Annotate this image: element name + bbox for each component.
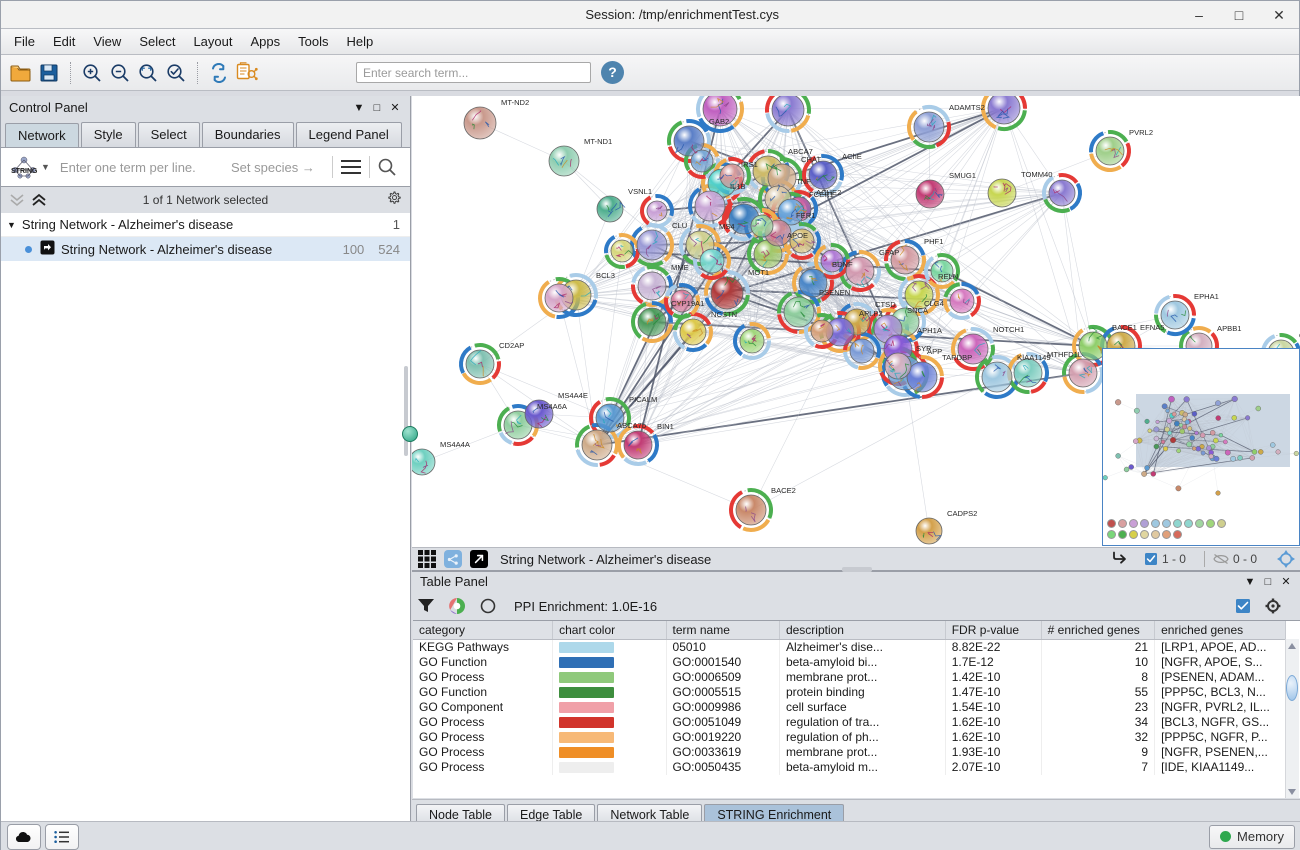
- svg-text:CD2AP: CD2AP: [499, 341, 524, 350]
- svg-text:FCER1: FCER1: [809, 190, 834, 199]
- svg-text:STRING: STRING: [11, 168, 38, 175]
- svg-text:ABCA7b: ABCA7b: [617, 421, 646, 430]
- svg-text:CHAT: CHAT: [801, 155, 821, 164]
- svg-text:MOT1: MOT1: [748, 268, 769, 277]
- svg-text:PSENEN: PSENEN: [819, 288, 850, 297]
- svg-text:SMUG1: SMUG1: [949, 171, 976, 180]
- svg-text:BCL3: BCL3: [596, 271, 615, 280]
- svg-text:APLP2: APLP2: [859, 309, 883, 318]
- svg-text:KIAA1149: KIAA1149: [1017, 353, 1051, 362]
- svg-text:MS4: MS4: [719, 222, 735, 231]
- svg-text:CYP19A1: CYP19A1: [671, 299, 704, 308]
- svg-text:NOTCH1: NOTCH1: [993, 325, 1024, 334]
- svg-text:CTSD: CTSD: [875, 300, 896, 309]
- svg-text:TNF: TNF: [796, 177, 811, 186]
- svg-text:CLU: CLU: [672, 221, 687, 230]
- svg-text:EPHA1: EPHA1: [1194, 292, 1219, 301]
- svg-text:SNCA: SNCA: [907, 306, 929, 315]
- svg-text:MME: MME: [671, 263, 689, 272]
- svg-text:GAB2: GAB2: [709, 117, 729, 126]
- svg-text:BACE2: BACE2: [771, 486, 796, 495]
- svg-text:GFAP: GFAP: [879, 248, 899, 257]
- svg-text:IRS1: IRS1: [741, 160, 758, 169]
- svg-text:TOMM40: TOMM40: [1021, 170, 1053, 179]
- svg-text:SYP: SYP: [916, 344, 931, 353]
- svg-text:MS4A4A: MS4A4A: [440, 440, 471, 449]
- svg-text:PICALM: PICALM: [629, 395, 657, 404]
- svg-text:MT-ND2: MT-ND2: [501, 98, 529, 107]
- svg-text:BDNF: BDNF: [832, 260, 853, 269]
- svg-text:TARDBP: TARDBP: [942, 353, 972, 362]
- svg-text:EFNA5: EFNA5: [1140, 323, 1164, 332]
- svg-text:NCSTN: NCSTN: [711, 310, 737, 319]
- svg-text:MS4A6A: MS4A6A: [537, 402, 568, 411]
- svg-text:MTHFD1L: MTHFD1L: [1047, 350, 1082, 359]
- svg-text:CADPS2: CADPS2: [947, 509, 977, 518]
- svg-text:RELN: RELN: [938, 272, 958, 281]
- svg-text:ADAMTS2: ADAMTS2: [949, 103, 985, 112]
- svg-text:BACE1: BACE1: [1112, 323, 1137, 332]
- svg-text:VSNL1: VSNL1: [628, 187, 652, 196]
- svg-text:BIN1: BIN1: [657, 422, 674, 431]
- svg-text:IL1B: IL1B: [730, 182, 746, 191]
- svg-text:APOE: APOE: [787, 231, 808, 240]
- svg-text:AChE: AChE: [842, 152, 862, 161]
- svg-text:APBB1: APBB1: [1217, 324, 1241, 333]
- svg-text:FER1: FER1: [796, 211, 815, 220]
- svg-text:MS4A4E: MS4A4E: [558, 391, 588, 400]
- svg-text:PVRL2: PVRL2: [1129, 128, 1153, 137]
- svg-text:APH1A: APH1A: [917, 326, 943, 335]
- svg-text:PHF1: PHF1: [924, 237, 943, 246]
- svg-text:MT-ND1: MT-ND1: [584, 137, 612, 146]
